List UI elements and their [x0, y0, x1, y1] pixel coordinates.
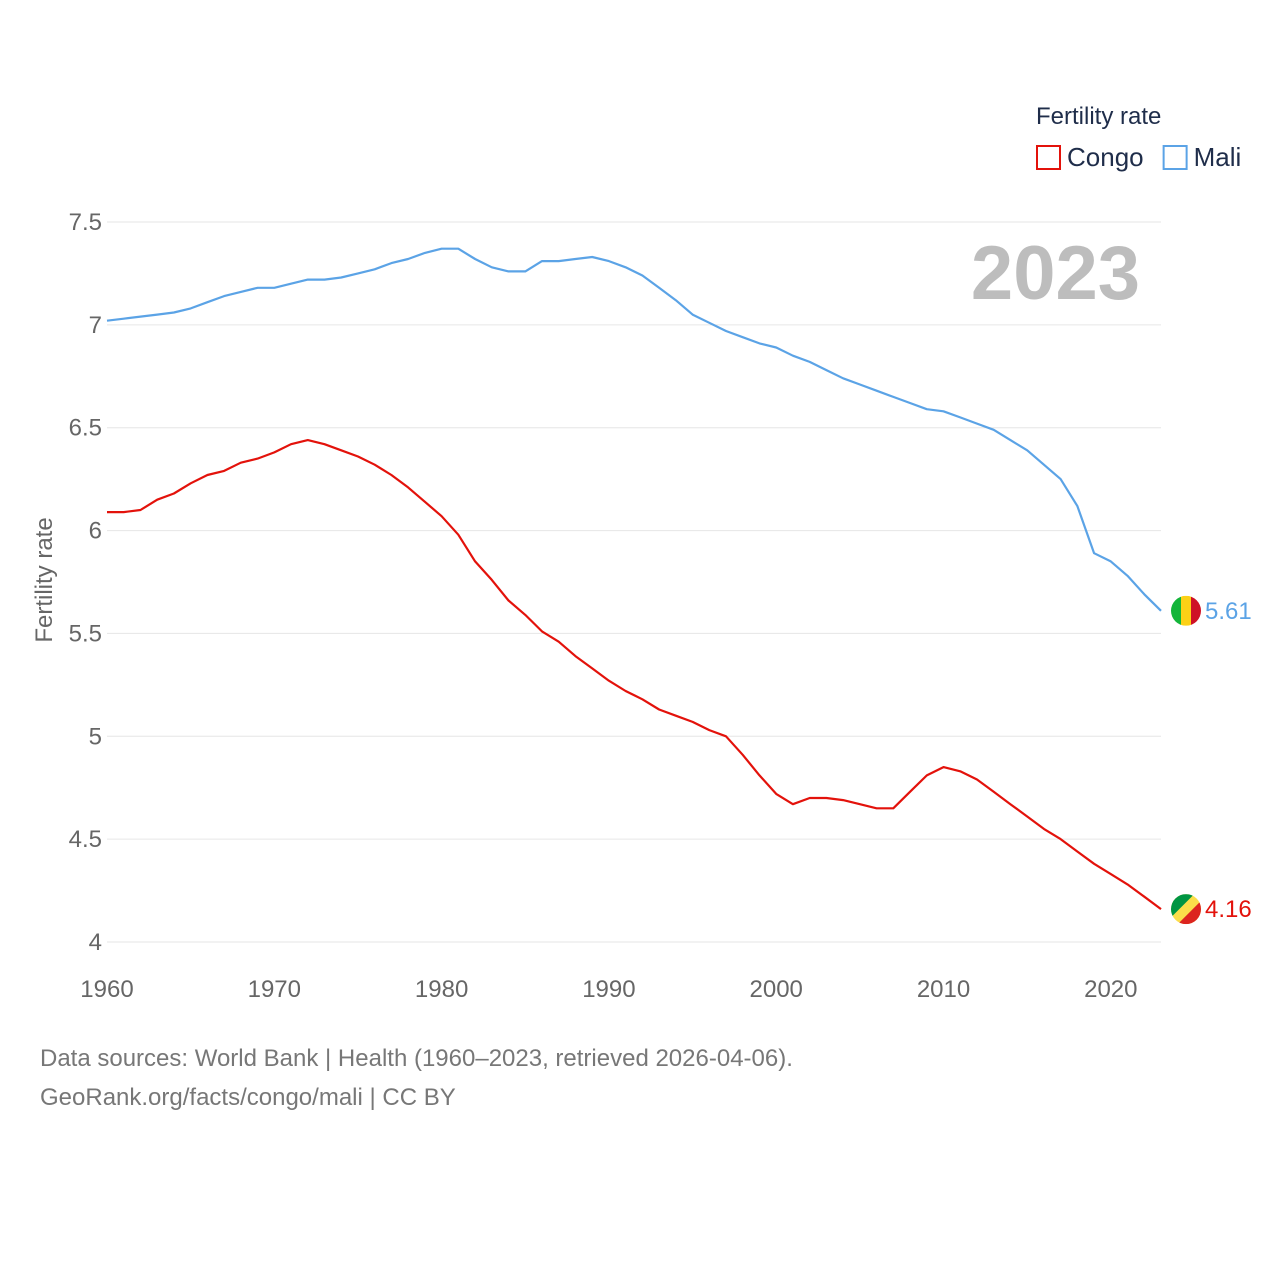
legend-items: Congo Mali	[1036, 142, 1242, 172]
y-tick-label: 5.5	[69, 620, 102, 647]
legend-title: Fertility rate	[1036, 103, 1161, 130]
axis-ticks: 4 4.5 5 5.5 6 6.5 7 7.5 1960 1970 1980 1990 2000 2010…	[69, 209, 1138, 1003]
y-axis-title: Fertility rate	[31, 517, 58, 642]
x-tick-label: 2020	[1084, 976, 1137, 1003]
y-tick-label: 4.5	[69, 826, 102, 853]
y-tick-label: 5	[89, 723, 102, 750]
legend-swatch	[1162, 145, 1188, 170]
credit-link[interactable]: GeoRank.org/facts/congo/mali | CC BY	[40, 1084, 456, 1111]
series-line-mali	[106, 247, 1162, 612]
series-lines	[106, 247, 1162, 910]
y-tick-label: 6	[89, 518, 102, 545]
year-label: 2023	[971, 231, 1140, 316]
legend: Fertility rate Congo Mali	[1036, 103, 1241, 172]
x-tick-label: 2010	[917, 976, 970, 1003]
data-sources: Data sources: World Bank | Health (1960–…	[40, 1045, 793, 1072]
congo-flag-icon	[1171, 894, 1201, 925]
end-markers: 4.16 5.61	[1171, 595, 1252, 925]
y-tick-label: 7.5	[69, 209, 102, 236]
grid	[107, 221, 1161, 943]
y-tick-label: 4	[89, 929, 102, 956]
legend-item-mali[interactable]: Mali	[1162, 142, 1242, 172]
legend-label: Congo	[1067, 142, 1144, 172]
y-tick-label: 7	[89, 312, 102, 339]
mali-flag-icon	[1171, 595, 1201, 626]
x-tick-label: 1960	[80, 976, 133, 1003]
end-value-label-mali: 5.61	[1205, 598, 1252, 625]
x-tick-label: 1990	[582, 976, 635, 1003]
x-tick-label: 1970	[248, 976, 301, 1003]
y-tick-label: 6.5	[69, 415, 102, 442]
end-value-label-congo: 4.16	[1205, 896, 1252, 923]
x-tick-label: 2000	[750, 976, 803, 1003]
x-tick-label: 1980	[415, 976, 468, 1003]
legend-item-congo[interactable]: Congo	[1036, 142, 1144, 172]
legend-label: Mali	[1194, 142, 1242, 172]
series-line-congo	[107, 439, 1162, 910]
legend-swatch	[1036, 145, 1061, 170]
